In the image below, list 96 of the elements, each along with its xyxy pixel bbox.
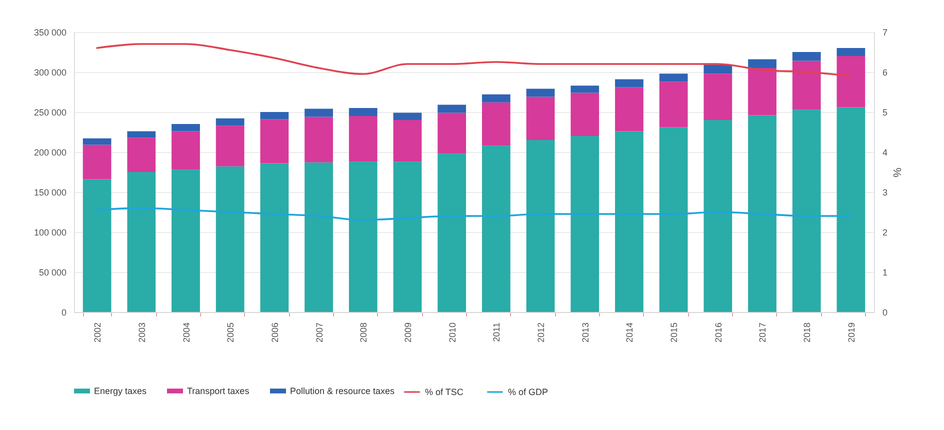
y2-tick-label: 0 bbox=[882, 308, 888, 318]
bar bbox=[172, 124, 200, 132]
bar bbox=[615, 87, 644, 132]
bar bbox=[704, 120, 732, 312]
y-tick-label: 350 000 bbox=[34, 28, 66, 38]
bar bbox=[615, 131, 644, 312]
bar bbox=[792, 52, 821, 61]
legend-label: % of TSC bbox=[425, 387, 464, 397]
x-tick-label: 2009 bbox=[402, 322, 413, 343]
bar bbox=[570, 136, 600, 312]
y-tick-label: 50 000 bbox=[38, 268, 66, 278]
bar bbox=[260, 119, 289, 164]
bar bbox=[304, 162, 333, 312]
line-series bbox=[96, 207, 852, 221]
bar bbox=[393, 112, 422, 120]
bar bbox=[82, 138, 112, 145]
bar bbox=[216, 166, 244, 312]
x-tick-label: 2013 bbox=[580, 322, 590, 343]
line-series bbox=[96, 43, 852, 77]
bar bbox=[659, 127, 688, 312]
x-tick-label: 2017 bbox=[758, 322, 768, 343]
y2-tick-label: 3 bbox=[882, 188, 888, 198]
bar bbox=[836, 56, 866, 108]
bar bbox=[836, 48, 866, 56]
bar bbox=[304, 116, 333, 162]
bar bbox=[127, 172, 156, 312]
y2-tick-label: 1 bbox=[882, 268, 888, 278]
bar bbox=[348, 116, 378, 162]
y2-tick-label: 6 bbox=[882, 68, 888, 78]
y2-tick-label: 4 bbox=[882, 148, 888, 158]
bar bbox=[172, 131, 200, 170]
y-tick-label: 150 000 bbox=[34, 188, 66, 198]
bar bbox=[393, 162, 422, 312]
bar bbox=[393, 120, 422, 162]
bar bbox=[438, 104, 466, 113]
x-tick-label: 2007 bbox=[314, 322, 324, 343]
legend-label: Energy taxes bbox=[94, 386, 148, 396]
bar bbox=[570, 92, 600, 136]
y-tick-label: 0 bbox=[61, 308, 66, 318]
bar bbox=[172, 170, 200, 312]
y-tick-label: 300 000 bbox=[34, 68, 66, 78]
x-tick-label: 2008 bbox=[358, 322, 369, 343]
bar bbox=[748, 68, 776, 116]
bar bbox=[482, 94, 510, 102]
bar bbox=[127, 138, 156, 172]
x-tick-label: 2002 bbox=[92, 322, 103, 343]
y2-tick-label: 5 bbox=[882, 108, 888, 118]
bar bbox=[216, 118, 244, 126]
x-tick-label: 2006 bbox=[270, 322, 280, 343]
bar bbox=[482, 146, 510, 312]
bar bbox=[836, 107, 866, 312]
legend-label: % of GDP bbox=[508, 387, 548, 397]
y-tick-label: 100 000 bbox=[34, 228, 66, 238]
bar bbox=[704, 64, 732, 74]
bar bbox=[438, 112, 466, 154]
x-tick-label: 2018 bbox=[802, 322, 812, 343]
bar bbox=[615, 79, 644, 88]
bar bbox=[216, 126, 244, 166]
x-tick-label: 2014 bbox=[624, 322, 635, 343]
legend-label: Transport taxes bbox=[187, 386, 250, 396]
y2-axis-title: % bbox=[890, 168, 903, 178]
x-tick-label: 2005 bbox=[226, 322, 236, 343]
bar bbox=[348, 162, 378, 312]
bar bbox=[748, 59, 776, 68]
bar bbox=[304, 108, 333, 117]
x-tick-label: 2010 bbox=[447, 322, 458, 343]
bar bbox=[526, 140, 555, 312]
bar bbox=[438, 154, 466, 312]
y2-tick-label: 7 bbox=[882, 28, 888, 38]
bar bbox=[482, 102, 510, 146]
bar bbox=[526, 88, 555, 97]
bar bbox=[792, 60, 821, 110]
bar bbox=[704, 74, 732, 120]
bar bbox=[659, 82, 688, 128]
x-tick-label: 2003 bbox=[136, 322, 147, 343]
x-tick-label: 2016 bbox=[713, 322, 724, 343]
x-tick-label: 2019 bbox=[846, 322, 856, 343]
bar bbox=[526, 96, 555, 140]
bar bbox=[659, 74, 688, 82]
legend-label: Pollution & resource taxes bbox=[290, 386, 396, 396]
bar bbox=[748, 115, 776, 312]
x-tick-label: 2012 bbox=[536, 322, 546, 343]
y2-tick-label: 2 bbox=[882, 228, 888, 238]
bar bbox=[82, 179, 112, 312]
y-tick-label: 200 000 bbox=[34, 148, 66, 158]
bar bbox=[348, 108, 378, 116]
x-tick-label: 2011 bbox=[492, 322, 502, 342]
bar bbox=[792, 110, 821, 312]
x-tick-label: 2004 bbox=[181, 322, 192, 343]
bar bbox=[260, 112, 289, 120]
bar bbox=[570, 86, 600, 93]
bar bbox=[127, 131, 156, 138]
y-tick-label: 250 000 bbox=[34, 108, 66, 118]
x-tick-label: 2015 bbox=[669, 322, 680, 343]
bar bbox=[260, 163, 289, 312]
bar bbox=[82, 144, 112, 180]
